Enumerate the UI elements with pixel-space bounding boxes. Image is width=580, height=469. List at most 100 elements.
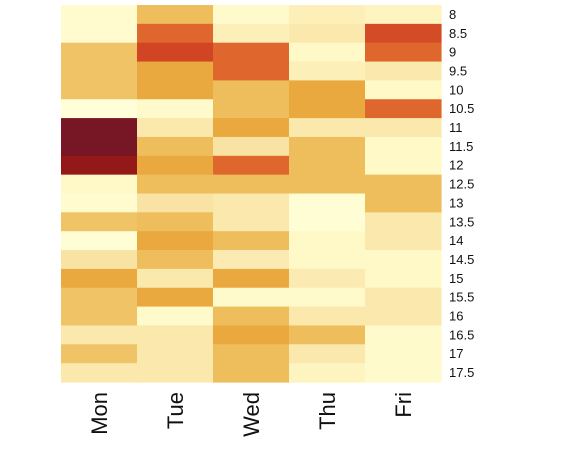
- heatmap-cell-thu-9-5: [289, 61, 366, 81]
- heatmap-cell-fri-11-5: [365, 136, 442, 157]
- x-tick-label: Tue: [163, 392, 188, 429]
- heatmap-cell-fri-17-5: [365, 363, 442, 383]
- heatmap-cell-wed-16-5: [213, 325, 290, 345]
- heatmap-cell-wed-13-5: [213, 212, 290, 232]
- heatmap-cell-wed-11: [213, 118, 290, 138]
- heatmap-cell-mon-10-5: [61, 99, 138, 119]
- heatmap-cell-thu-15: [289, 268, 366, 289]
- heatmap-cell-mon-16: [61, 306, 138, 327]
- heatmap-cell-tue-10: [137, 80, 214, 100]
- heatmap-cell-tue-16: [137, 306, 214, 327]
- heatmap-cell-fri-12: [365, 155, 442, 176]
- x-tick-label: Thu: [315, 392, 340, 430]
- heatmap-cell-fri-10-5: [365, 99, 442, 119]
- heatmap-cell-fri-11: [365, 118, 442, 138]
- heatmap-cell-fri-16: [365, 306, 442, 327]
- heatmap-cell-thu-8-5: [289, 23, 366, 44]
- heatmap-cell-tue-9-5: [137, 61, 214, 81]
- heatmap-cell-wed-16: [213, 306, 290, 327]
- heatmap-cell-tue-15-5: [137, 287, 214, 308]
- heatmap-cell-thu-8: [289, 5, 366, 25]
- heatmap-cell-fri-15-5: [365, 287, 442, 308]
- heatmap-cell-mon-15: [61, 268, 138, 289]
- heatmap-cell-fri-8-5: [365, 23, 442, 44]
- heatmap-cell-mon-17-5: [61, 363, 138, 383]
- heatmap-cell-mon-14-5: [61, 250, 138, 270]
- y-tick-label: 16.5: [449, 327, 474, 342]
- y-tick-label: 12: [449, 158, 463, 173]
- y-tick-label: 13: [449, 195, 463, 210]
- heatmap-cell-tue-13-5: [137, 212, 214, 232]
- x-tick-label: Fri: [391, 392, 416, 418]
- heatmap-cell-mon-16-5: [61, 325, 138, 345]
- heatmap-cell-wed-17: [213, 344, 290, 364]
- heatmap-cell-fri-16-5: [365, 325, 442, 345]
- heatmap-cell-wed-10-5: [213, 99, 290, 119]
- y-tick-label: 13.5: [449, 214, 474, 229]
- y-tick-label: 9.5: [449, 63, 467, 78]
- y-tick-label: 14: [449, 233, 463, 248]
- heatmap-cell-mon-9-5: [61, 61, 138, 81]
- heatmap-cell-fri-15: [365, 268, 442, 289]
- y-tick-label: 14.5: [449, 252, 474, 267]
- heatmap-cell-wed-12-5: [213, 174, 290, 195]
- heatmap-cell-mon-9: [61, 42, 138, 63]
- heatmap-cell-mon-11-5: [61, 136, 138, 157]
- heatmap-cell-wed-9-5: [213, 61, 290, 81]
- y-tick-label: 17.5: [449, 365, 474, 380]
- heatmap-cell-thu-17: [289, 344, 366, 364]
- heatmap-cell-wed-10: [213, 80, 290, 100]
- heatmap-cell-tue-12-5: [137, 174, 214, 195]
- heatmap-cell-tue-12: [137, 155, 214, 176]
- heatmap-cell-tue-8: [137, 5, 214, 25]
- heatmap-cell-wed-17-5: [213, 363, 290, 383]
- heatmap-cell-tue-15: [137, 268, 214, 289]
- heatmap-cell-fri-14-5: [365, 250, 442, 270]
- y-tick-label: 8.5: [449, 26, 467, 41]
- heatmap-cell-fri-10: [365, 80, 442, 100]
- heatmap-cell-fri-14: [365, 231, 442, 251]
- y-tick-label: 9: [449, 45, 456, 60]
- heatmap-cell-tue-9: [137, 42, 214, 63]
- heatmap-cell-thu-13-5: [289, 212, 366, 232]
- heatmap-cell-mon-12: [61, 155, 138, 176]
- heatmap-cell-mon-12-5: [61, 174, 138, 195]
- x-tick-labels: Mon Tue Wed Thu Fri: [87, 392, 416, 437]
- heatmap-cell-wed-14-5: [213, 250, 290, 270]
- y-tick-label: 8: [449, 7, 456, 22]
- heatmap-cell-thu-10-5: [289, 99, 366, 119]
- heatmap-cell-wed-12: [213, 155, 290, 176]
- heatmap-cell-thu-16: [289, 306, 366, 327]
- heatmap-cell-thu-10: [289, 80, 366, 100]
- heatmap-cell-wed-11-5: [213, 136, 290, 157]
- heatmap-cell-thu-11-5: [289, 136, 366, 157]
- heatmap-cell-mon-8-5: [61, 23, 138, 44]
- heatmap-cell-mon-11: [61, 118, 138, 138]
- heatmap-cell-tue-17: [137, 344, 214, 364]
- heatmap-cell-tue-11-5: [137, 136, 214, 157]
- heatmap-cell-thu-12: [289, 155, 366, 176]
- heatmap-cell-tue-11: [137, 118, 214, 138]
- heatmap-cell-thu-11: [289, 118, 366, 138]
- heatmap-cell-wed-8-5: [213, 23, 290, 44]
- heatmap-cell-thu-14-5: [289, 250, 366, 270]
- heatmap-cell-fri-9-5: [365, 61, 442, 81]
- heatmap-cell-fri-12-5: [365, 174, 442, 195]
- heatmap-cell-fri-9: [365, 42, 442, 63]
- heatmap-cell-fri-8: [365, 5, 442, 25]
- heatmap-cell-tue-16-5: [137, 325, 214, 345]
- heatmap-cell-thu-15-5: [289, 287, 366, 308]
- heatmap-cell-thu-16-5: [289, 325, 366, 345]
- heatmap-cell-mon-13: [61, 193, 138, 213]
- heatmap-cell-mon-17: [61, 344, 138, 364]
- heatmap-cell-thu-14: [289, 231, 366, 251]
- heatmap-cell-fri-17: [365, 344, 442, 364]
- x-tick-label: Mon: [87, 392, 112, 435]
- x-tick-label: Wed: [239, 392, 264, 437]
- heatmap-cell-wed-15: [213, 268, 290, 289]
- heatmap-cell-mon-13-5: [61, 212, 138, 232]
- y-tick-label: 16: [449, 309, 463, 324]
- heatmap-cell-fri-13-5: [365, 212, 442, 232]
- y-tick-label: 11.5: [449, 139, 473, 154]
